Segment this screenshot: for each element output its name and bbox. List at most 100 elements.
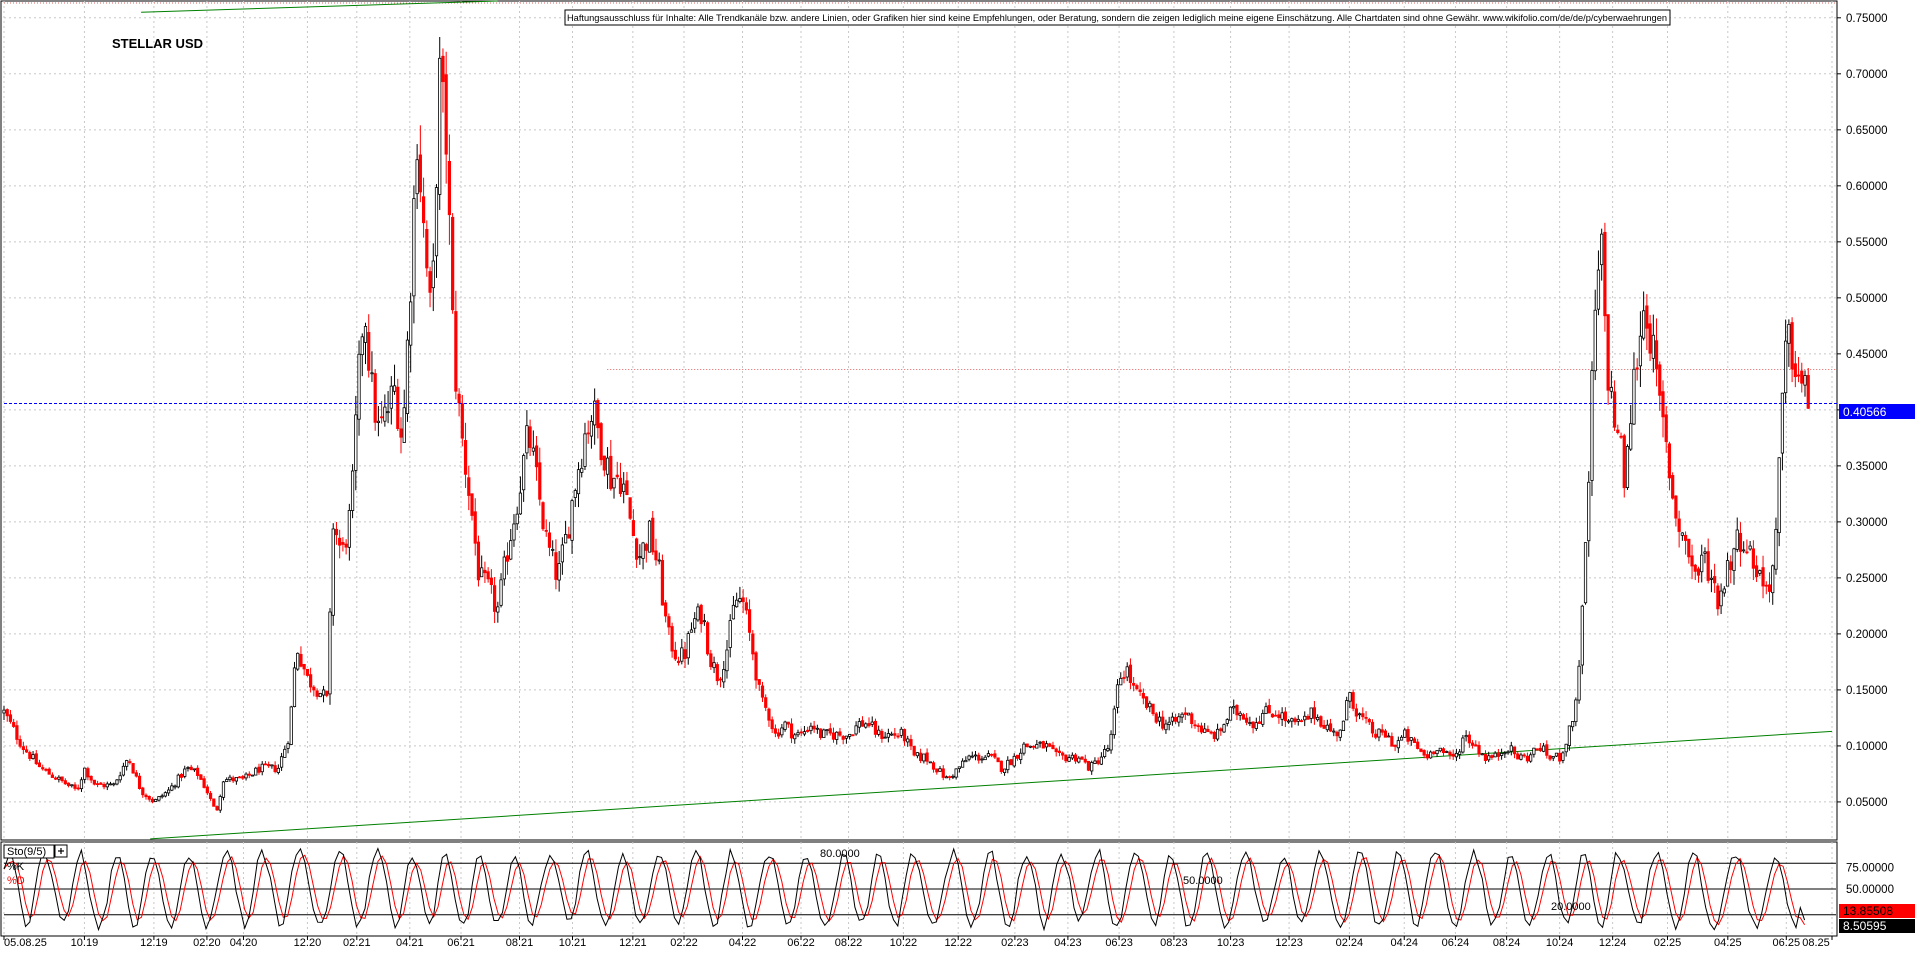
sto-d-value: 8.50595 [1843, 919, 1887, 933]
candle-body [1290, 718, 1294, 722]
candle-body [528, 426, 532, 448]
candle-body [263, 763, 268, 766]
candle-body [583, 433, 587, 467]
candle-body [192, 768, 197, 771]
candle-body [76, 787, 80, 790]
sto-d-badge: 8.50595 [1839, 919, 1915, 933]
candle-body [380, 416, 384, 419]
candle-body [489, 577, 493, 586]
candle-body [941, 768, 945, 778]
candle-body [15, 725, 19, 740]
candle-body [676, 660, 681, 663]
candle-body [1151, 703, 1155, 715]
candle-body [667, 616, 671, 628]
candle-body [1270, 713, 1275, 718]
candle-body [886, 733, 890, 738]
candle-body [1700, 554, 1704, 573]
candle-body [512, 523, 516, 541]
candle-body [357, 353, 361, 420]
candle-body [402, 407, 406, 443]
trendline-lower [150, 730, 1833, 840]
candle-body [1567, 725, 1571, 746]
y-tick-label: 0.75000 [1846, 13, 1888, 25]
candle-body [108, 783, 113, 786]
candle-body [851, 734, 855, 737]
candle-body [376, 420, 381, 423]
candle-body [1477, 745, 1481, 755]
candle-body [257, 766, 261, 773]
candle-body [1280, 712, 1284, 720]
candle-body [273, 765, 277, 772]
candle-body [686, 633, 690, 659]
candle-body [1109, 733, 1113, 751]
candle-body [1148, 702, 1152, 708]
x-tick-label: 12.23 [1275, 937, 1303, 948]
candle-body [451, 216, 455, 311]
candle-body [722, 669, 726, 683]
candle-body [1693, 564, 1697, 572]
candle-body [1387, 735, 1391, 738]
x-tick-label: 12.20 [294, 937, 322, 948]
candle-body [115, 779, 119, 785]
candle-body [1622, 435, 1626, 489]
candle-body [1803, 375, 1807, 386]
indicator-label-box [3, 844, 55, 859]
candle-body [1713, 576, 1717, 584]
candle-body [1696, 568, 1701, 576]
candle-body [1706, 551, 1710, 581]
candle-body [302, 664, 306, 670]
candle-body [118, 775, 122, 781]
candle-body [89, 775, 93, 781]
candle-body [1516, 753, 1520, 760]
price-grid [3, 1, 1836, 840]
candle-body [567, 534, 571, 539]
candle-body [609, 455, 613, 490]
candle-body [199, 774, 203, 780]
candle-body [1525, 755, 1530, 762]
candle-body [315, 690, 319, 697]
candle-body [367, 332, 371, 371]
candle-body [441, 55, 445, 83]
candle-body [1438, 747, 1442, 752]
candle-body [183, 768, 187, 777]
x-tick-label: 04.23 [1054, 937, 1082, 948]
candle-body [1661, 391, 1665, 418]
candle-body [1322, 724, 1326, 729]
candle-body [1454, 752, 1459, 758]
legend-d: %D [7, 875, 25, 887]
candle-body [83, 767, 87, 780]
candle-body [5, 709, 9, 717]
indicator-expand-button[interactable] [54, 844, 68, 858]
candle-body [1416, 741, 1420, 749]
candle-body [1751, 548, 1755, 569]
candle-body [618, 477, 623, 494]
y-tick-label: 0.10000 [1846, 741, 1888, 753]
x-tick-label: 05.08.25 [4, 937, 47, 948]
candle-body [1028, 745, 1032, 748]
candle-body [915, 752, 920, 757]
candle-body [1796, 374, 1801, 377]
candle-body [1784, 340, 1788, 394]
candle-body [1800, 370, 1804, 384]
candle-body [421, 196, 426, 224]
candle-body [1170, 716, 1174, 722]
legend-k: %K [7, 861, 25, 873]
candle-body [1732, 548, 1736, 571]
candle-body [409, 301, 413, 346]
x-tick-label: 10.23 [1217, 937, 1245, 948]
candle-body [1422, 750, 1426, 756]
candle-body [973, 754, 978, 757]
candle-body [1790, 322, 1794, 370]
candle-body [244, 773, 248, 779]
candle-body [1044, 743, 1049, 748]
candle-body [1006, 759, 1010, 771]
candle-body [1635, 367, 1639, 370]
candle-body [789, 723, 794, 739]
x-tick-label: 08.25 [1802, 937, 1830, 948]
candle-body [1480, 753, 1484, 756]
candle-body [1096, 760, 1100, 764]
candle-body [1793, 363, 1797, 378]
candle-body [522, 455, 526, 491]
candle-body [134, 772, 138, 777]
